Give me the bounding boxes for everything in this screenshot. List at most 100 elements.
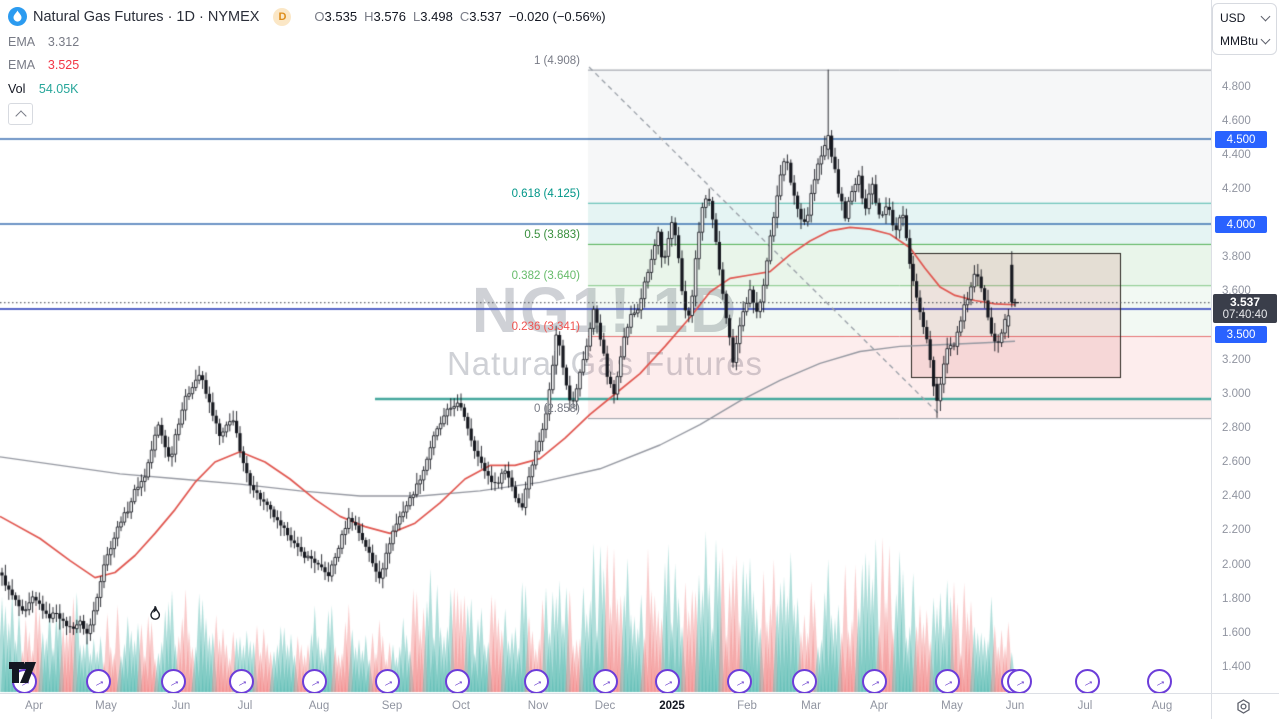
chevron-up-icon	[14, 109, 27, 122]
price-tick-label: 2.400	[1222, 490, 1251, 502]
price-tick-label: 2.800	[1222, 422, 1251, 434]
chart-plot-area[interactable]: NG1! 1D Natural Gas Futures 1 (4.908)0.6…	[0, 0, 1211, 693]
contract-rollover-icon[interactable]: →	[229, 669, 254, 693]
price-tick-label: 3.800	[1222, 251, 1251, 263]
unit-selector-box: USD MMBtu	[1212, 3, 1277, 55]
arrow-right-icon: →	[1010, 671, 1029, 692]
price-tick-label: 2.600	[1222, 456, 1251, 468]
gas-symbol-icon	[8, 7, 27, 26]
gear-icon[interactable]	[1236, 699, 1251, 719]
indicator-row-ema1[interactable]: EMA 3.312	[8, 35, 79, 49]
price-tick-label: 4.400	[1222, 149, 1251, 161]
ema2-value: 3.525	[47, 58, 80, 72]
change-value: −0.020 (−0.56%)	[508, 9, 606, 24]
contract-rollover-icon[interactable]: →	[792, 669, 817, 693]
contract-rollover-icon[interactable]: →	[161, 669, 186, 693]
currency-value: USD	[1220, 10, 1246, 25]
unit-selector[interactable]: MMBtu	[1213, 29, 1276, 52]
arrow-right-icon: →	[378, 671, 397, 692]
time-axis-label: Mar	[801, 700, 821, 712]
contract-rollover-icon[interactable]: →	[302, 669, 327, 693]
time-axis-label: Oct	[452, 700, 470, 712]
fib-level-label: 0 (2.858)	[533, 403, 580, 416]
arrow-right-icon: →	[596, 671, 615, 692]
contract-rollover-icon[interactable]: →	[655, 669, 680, 693]
indicator-row-volume[interactable]: Vol 54.05K	[8, 82, 79, 96]
last-price-badge: 3.537 07:40:40	[1213, 294, 1277, 323]
arrow-right-icon: →	[795, 671, 814, 692]
ohlc-key: O	[314, 9, 325, 24]
price-tick-label: 1.400	[1222, 661, 1251, 673]
legend-collapse-button[interactable]	[8, 103, 33, 125]
arrow-right-icon: →	[938, 671, 957, 692]
ohlc-key: L	[413, 9, 421, 24]
ema1-label: EMA	[8, 35, 35, 49]
ohlc-value: 3.537	[469, 9, 502, 24]
time-axis-label: Feb	[737, 700, 757, 712]
arrow-right-icon: →	[1150, 671, 1169, 692]
price-tick-label: 3.200	[1222, 354, 1251, 366]
ohlc-values: O 3.535 H 3.576 L 3.498 C 3.537 −0.020 (−0.56%)	[307, 9, 605, 24]
time-axis-label: May	[941, 700, 963, 712]
arrow-right-icon: →	[730, 671, 749, 692]
contract-rollover-icon[interactable]: →	[1007, 669, 1032, 693]
time-axis-label: Jun	[1005, 700, 1025, 712]
bar-countdown: 07:40:40	[1222, 309, 1268, 321]
contract-rollover-icon[interactable]: →	[375, 669, 400, 693]
ohlc-value: 3.535	[324, 9, 358, 24]
unit-value: MMBtu	[1220, 33, 1259, 48]
price-chart-canvas[interactable]	[0, 0, 1211, 693]
interval-badge[interactable]: D	[273, 7, 292, 26]
contract-rollover-icon[interactable]: →	[445, 669, 470, 693]
arrow-right-icon: →	[658, 671, 677, 692]
price-tick-label: 3.000	[1222, 388, 1251, 400]
price-tick-label: 4.800	[1222, 81, 1251, 93]
chevron-down-icon	[1260, 34, 1271, 44]
tradingview-logo[interactable]	[8, 660, 44, 693]
chevron-down-icon	[1260, 11, 1271, 21]
ohlc-key: C	[459, 9, 470, 24]
time-axis-label: May	[95, 700, 117, 712]
arrow-right-icon: →	[89, 671, 108, 692]
price-tick-label: 4.600	[1222, 115, 1251, 127]
fib-level-label: 0.5 (3.883)	[524, 228, 580, 241]
arrow-right-icon: →	[527, 671, 546, 692]
time-axis-label: Sep	[381, 700, 403, 712]
contract-rollover-icon[interactable]: →	[1147, 669, 1172, 693]
fib-level-label: 0.618 (4.125)	[511, 187, 580, 200]
contract-rollover-icon[interactable]: →	[1075, 669, 1100, 693]
contract-rollover-icon[interactable]: →	[862, 669, 887, 693]
vol-label: Vol	[8, 82, 26, 96]
axis-corner	[1211, 693, 1279, 719]
price-tick-label: 2.200	[1222, 524, 1251, 536]
arrow-right-icon: →	[305, 671, 324, 692]
ohlc-key: H	[364, 9, 374, 24]
arrow-right-icon: →	[1078, 671, 1097, 692]
symbol-title[interactable]: Natural Gas Futures · 1D · NYMEX	[33, 8, 260, 25]
price-level-badge: 4.500	[1215, 131, 1267, 148]
contract-rollover-icon[interactable]: →	[524, 669, 549, 693]
indicator-row-ema2[interactable]: EMA 3.525	[8, 58, 79, 72]
fib-level-label: 0.236 (3.341)	[511, 321, 580, 334]
contract-rollover-icon[interactable]: →	[593, 669, 618, 693]
time-axis-label: Apr	[25, 700, 43, 712]
symbol-legend-row[interactable]: Natural Gas Futures · 1D · NYMEX D O 3.53…	[8, 7, 606, 26]
currency-selector[interactable]: USD	[1213, 6, 1276, 29]
fib-level-label: 1 (4.908)	[533, 54, 580, 67]
contract-rollover-icon[interactable]: →	[727, 669, 752, 693]
price-level-badge: 4.000	[1215, 216, 1267, 233]
ohlc-value: 3.576	[373, 9, 407, 24]
contract-rollover-icon[interactable]: →	[935, 669, 960, 693]
time-axis-label: Nov	[527, 700, 549, 712]
price-axis[interactable]: 4.800 4.600 4.400 4.200 3.800 3.600 3.200 3.000…	[1211, 0, 1279, 693]
vol-value: 54.05K	[38, 82, 79, 96]
time-axis-label: Jul	[237, 700, 253, 712]
time-axis-label: Aug	[308, 700, 330, 712]
price-tick-label: 1.600	[1222, 627, 1251, 639]
time-axis[interactable]: Apr May Jun Jul Aug Sep Oct Nov Dec 2025 Feb Mar Apr…	[0, 693, 1211, 719]
ohlc-value: 3.498	[420, 9, 453, 24]
price-tick-label: 2.000	[1222, 559, 1251, 571]
flame-cursor-icon	[148, 605, 162, 627]
contract-rollover-icon[interactable]: →	[86, 669, 111, 693]
